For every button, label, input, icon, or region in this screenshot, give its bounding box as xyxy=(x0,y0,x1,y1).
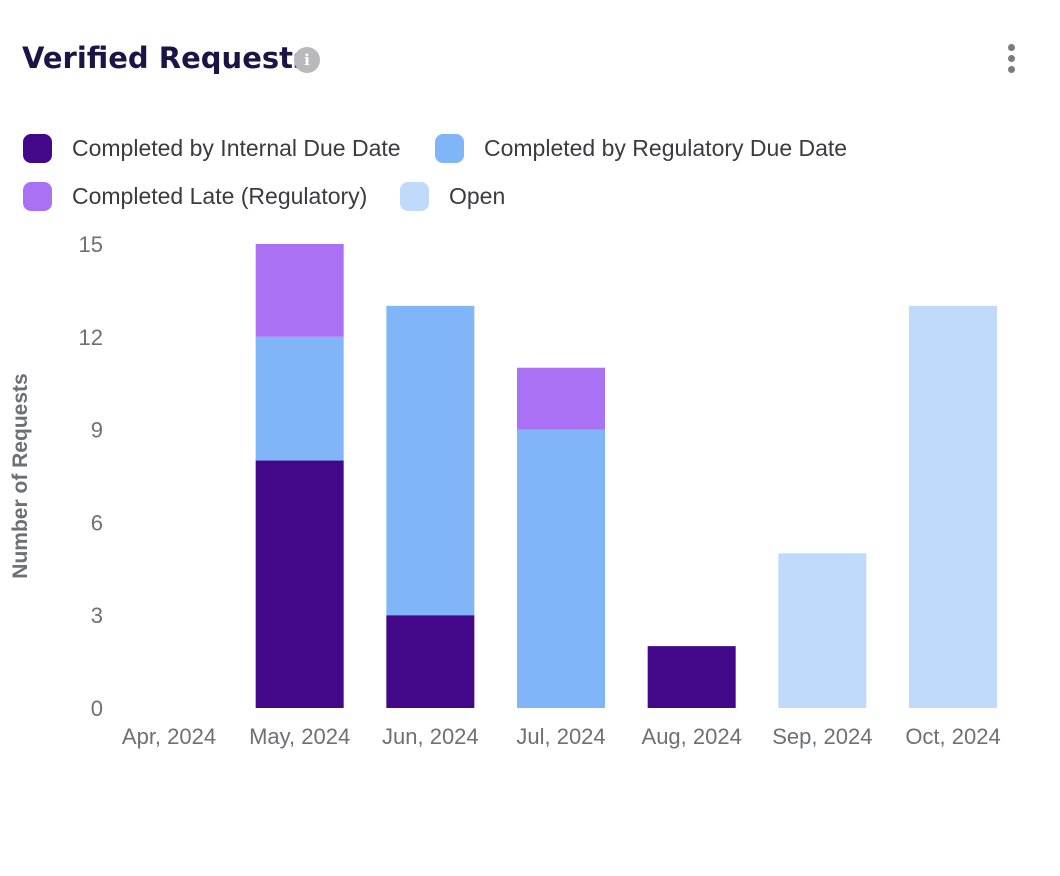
legend-swatch-open xyxy=(400,181,429,211)
bar-completed-by-regulatory-due-date-jun-2024[interactable] xyxy=(386,305,475,616)
x-tick-label: Sep, 2024 xyxy=(772,724,872,749)
info-icon[interactable]: i xyxy=(294,47,320,73)
bar-open-sep-2024[interactable] xyxy=(778,553,867,708)
x-tick-label: Jul, 2024 xyxy=(516,724,605,749)
y-tick-label: 12 xyxy=(79,325,103,350)
x-tick-label: Aug, 2024 xyxy=(642,724,742,749)
legend-label-open: Open xyxy=(449,182,506,209)
y-tick-label: 15 xyxy=(79,232,103,257)
legend-item-regulatory[interactable]: Completed by Regulatory Due Date xyxy=(435,133,847,163)
y-tick-label: 3 xyxy=(91,603,103,628)
x-tick-label: Apr, 2024 xyxy=(122,724,216,749)
y-tick-label: 9 xyxy=(91,418,103,443)
legend-swatch-internal xyxy=(23,133,52,163)
bar-completed-by-regulatory-due-date-may-2024[interactable] xyxy=(255,336,344,461)
y-tick-label: 0 xyxy=(91,696,103,721)
x-tick-label: Jun, 2024 xyxy=(382,724,479,749)
bar-completed-by-internal-due-date-may-2024[interactable] xyxy=(255,460,344,708)
legend-swatch-regulatory xyxy=(435,133,464,163)
bars xyxy=(255,244,998,708)
legend-label-late: Completed Late (Regulatory) xyxy=(72,182,368,209)
legend-item-late[interactable]: Completed Late (Regulatory) xyxy=(23,181,367,211)
legend-item-internal[interactable]: Completed by Internal Due Date xyxy=(23,133,401,163)
legend-label-regulatory: Completed by Regulatory Due Date xyxy=(484,134,848,161)
legend-label-internal: Completed by Internal Due Date xyxy=(72,134,401,161)
y-axis-ticks: 0 3 6 9 12 15 xyxy=(79,232,103,721)
bar-completed-late-regulatory-may-2024[interactable] xyxy=(255,244,344,337)
bar-completed-by-internal-due-date-jun-2024[interactable] xyxy=(386,615,475,708)
x-tick-label: May, 2024 xyxy=(249,724,350,749)
y-axis-title-group: Number of Requests xyxy=(9,373,32,578)
x-tick-label: Oct, 2024 xyxy=(905,724,1000,749)
bar-completed-by-internal-due-date-aug-2024[interactable] xyxy=(647,646,736,708)
bar-completed-by-regulatory-due-date-jul-2024[interactable] xyxy=(517,429,606,708)
y-axis-title: Number of Requests xyxy=(9,373,32,578)
card-title: Verified Requests xyxy=(22,41,311,75)
bar-completed-late-regulatory-jul-2024[interactable] xyxy=(517,367,606,430)
legend-item-open[interactable]: Open xyxy=(400,181,505,211)
x-axis-ticks: Apr, 2024 May, 2024 Jun, 2024 Jul, 2024 Aug,… xyxy=(122,724,1001,749)
legend-swatch-late xyxy=(23,181,52,211)
bar-open-oct-2024[interactable] xyxy=(909,305,998,708)
more-vertical-icon[interactable] xyxy=(1002,42,1022,76)
y-tick-label: 6 xyxy=(91,510,103,535)
